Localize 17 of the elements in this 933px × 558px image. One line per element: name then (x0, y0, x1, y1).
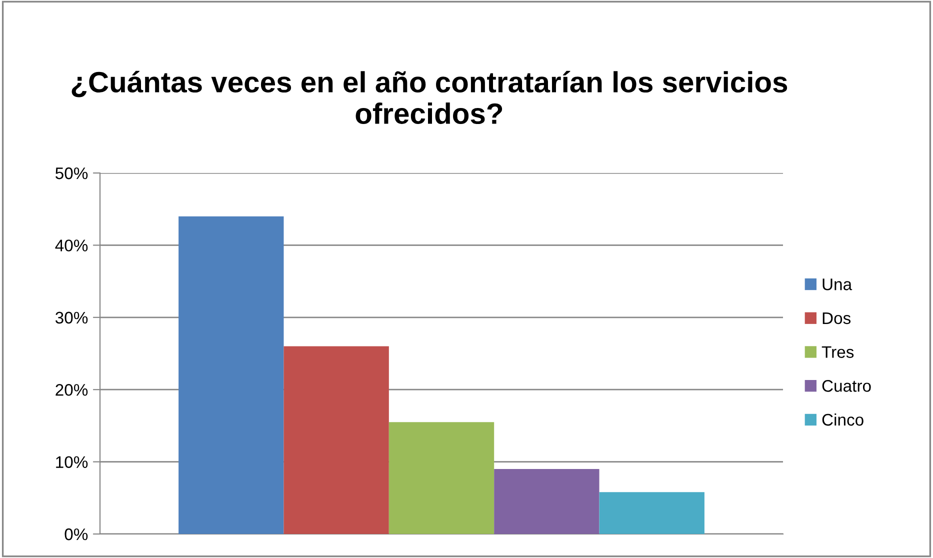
y-tick-label: 30% (55, 312, 88, 324)
legend-label: Una (822, 278, 852, 290)
bar (388, 422, 494, 534)
bar (494, 469, 600, 534)
y-tick-label: 40% (55, 240, 88, 252)
legend-label: Dos (822, 312, 851, 324)
bar (284, 346, 389, 534)
chart-title: ¿Cuántas veces en el año contratarían los servicios ofrecidos? (72, 70, 788, 124)
legend-label: Cinco (822, 413, 864, 426)
bar (599, 492, 704, 534)
y-tick-label: 50% (56, 167, 88, 180)
y-tick-label: 20% (56, 384, 88, 396)
y-tick-label: 0% (64, 528, 88, 540)
y-tick-label: 10% (56, 456, 88, 468)
legend-label: Cuatro (822, 380, 871, 392)
legend-label: Tres (822, 346, 854, 358)
bar (178, 216, 284, 534)
